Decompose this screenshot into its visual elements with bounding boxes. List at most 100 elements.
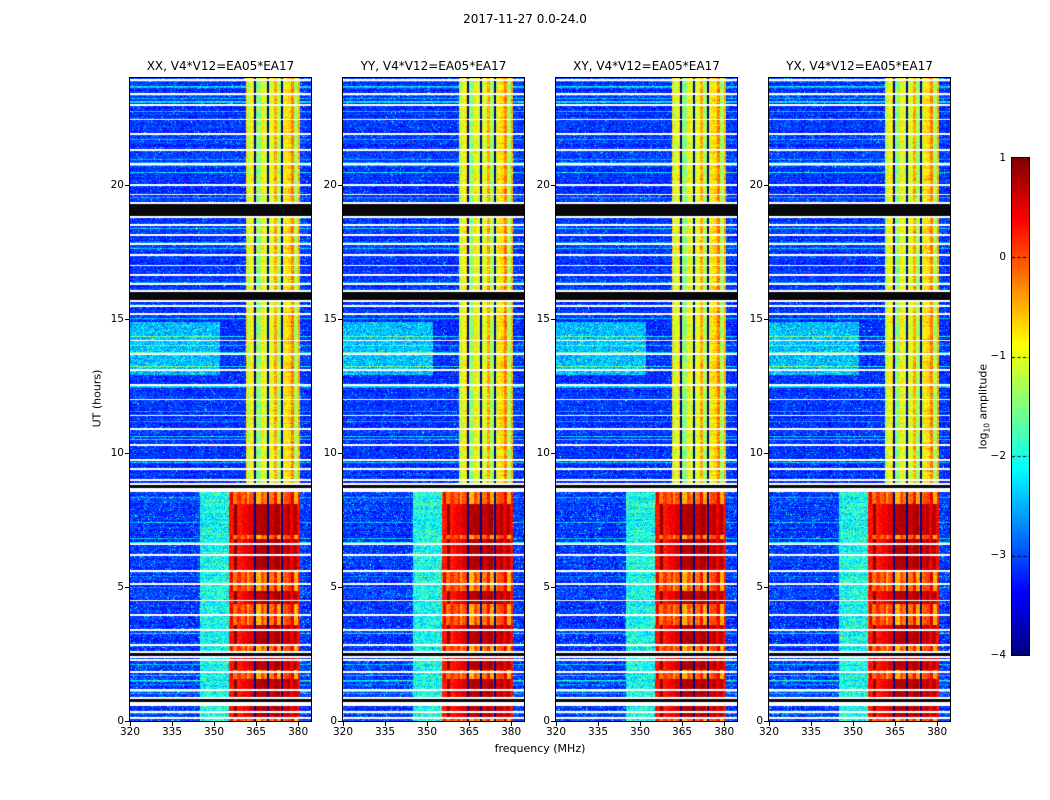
y-tick-mark bbox=[338, 185, 342, 187]
y-tick-label: 20 bbox=[536, 178, 550, 191]
y-tick-label: 5 bbox=[756, 580, 763, 593]
x-tick-mark bbox=[298, 722, 300, 726]
colorbar-gradient bbox=[1011, 157, 1030, 656]
y-tick-label: 5 bbox=[543, 580, 550, 593]
panel-title: YY, V4*V12=EA05*EA17 bbox=[360, 59, 507, 73]
spectrogram-panel-1 bbox=[342, 77, 525, 722]
colorbar-label-prefix: log bbox=[976, 432, 990, 449]
y-tick-mark bbox=[551, 319, 555, 321]
y-tick-mark bbox=[338, 721, 342, 722]
colorbar-label: log10 amplitude bbox=[976, 306, 991, 506]
x-tick-label: 350 bbox=[630, 726, 651, 738]
colorbar-tick-label: −4 bbox=[990, 648, 1006, 661]
spectrogram-panel-2 bbox=[555, 77, 738, 722]
colorbar-label-subscript: 10 bbox=[982, 422, 992, 433]
y-tick-mark bbox=[338, 453, 342, 455]
x-tick-label: 320 bbox=[758, 726, 780, 738]
x-tick-mark bbox=[895, 722, 897, 726]
y-tick-label: 10 bbox=[323, 446, 337, 459]
figure-title: 2017-11-27 0.0-24.0 bbox=[463, 12, 587, 26]
x-tick-label: 380 bbox=[501, 726, 522, 738]
x-tick-label: 335 bbox=[800, 726, 822, 738]
spectrogram-panel-3 bbox=[768, 77, 951, 722]
x-tick-label: 350 bbox=[417, 726, 438, 738]
x-tick-mark bbox=[130, 722, 131, 726]
panel-title: XY, V4*V12=EA05*EA17 bbox=[573, 59, 720, 73]
x-tick-label: 380 bbox=[927, 726, 948, 738]
y-tick-label: 0 bbox=[756, 714, 763, 727]
x-tick-mark bbox=[256, 722, 258, 726]
x-tick-label: 320 bbox=[332, 726, 354, 738]
x-tick-mark bbox=[385, 722, 387, 726]
x-tick-label: 335 bbox=[587, 726, 609, 738]
y-tick-label: 20 bbox=[110, 178, 124, 191]
y-tick-mark bbox=[125, 587, 129, 589]
y-tick-label: 15 bbox=[110, 312, 124, 325]
x-tick-mark bbox=[769, 722, 770, 726]
y-tick-label: 10 bbox=[536, 446, 550, 459]
x-tick-label: 365 bbox=[459, 726, 480, 738]
y-tick-mark bbox=[551, 587, 555, 589]
x-axis-label: frequency (MHz) bbox=[494, 742, 586, 755]
x-tick-mark bbox=[427, 722, 429, 726]
y-tick-label: 0 bbox=[543, 714, 550, 727]
y-tick-mark bbox=[125, 721, 129, 722]
y-tick-label: 15 bbox=[749, 312, 763, 325]
x-tick-label: 320 bbox=[545, 726, 567, 738]
x-tick-mark bbox=[853, 722, 855, 726]
y-tick-mark bbox=[764, 453, 768, 455]
x-tick-mark bbox=[511, 722, 513, 726]
colorbar-tick-label: 1 bbox=[999, 151, 1006, 164]
x-tick-label: 335 bbox=[161, 726, 183, 738]
y-tick-label: 15 bbox=[536, 312, 550, 325]
colorbar-tick-label: −3 bbox=[990, 549, 1006, 562]
x-tick-label: 320 bbox=[119, 726, 141, 738]
x-tick-mark bbox=[682, 722, 684, 726]
y-tick-mark bbox=[338, 587, 342, 589]
x-tick-mark bbox=[469, 722, 471, 726]
panel-title: YX, V4*V12=EA05*EA17 bbox=[786, 59, 933, 73]
x-tick-label: 380 bbox=[714, 726, 735, 738]
y-tick-label: 15 bbox=[323, 312, 337, 325]
x-tick-mark bbox=[172, 722, 174, 726]
y-tick-label: 0 bbox=[117, 714, 124, 727]
y-tick-label: 10 bbox=[110, 446, 124, 459]
x-tick-label: 350 bbox=[843, 726, 864, 738]
y-tick-label: 10 bbox=[749, 446, 763, 459]
y-tick-mark bbox=[764, 319, 768, 321]
y-tick-label: 0 bbox=[330, 714, 337, 727]
x-tick-mark bbox=[811, 722, 813, 726]
x-tick-label: 350 bbox=[204, 726, 225, 738]
spectrogram-panel-0 bbox=[129, 77, 312, 722]
x-tick-label: 380 bbox=[288, 726, 309, 738]
y-tick-label: 20 bbox=[323, 178, 337, 191]
y-tick-mark bbox=[125, 185, 129, 187]
x-tick-mark bbox=[937, 722, 939, 726]
x-tick-mark bbox=[724, 722, 726, 726]
x-tick-mark bbox=[598, 722, 600, 726]
y-tick-mark bbox=[764, 721, 768, 722]
colorbar-tick-label: −1 bbox=[990, 350, 1006, 363]
y-tick-mark bbox=[125, 453, 129, 455]
x-tick-mark bbox=[640, 722, 642, 726]
y-tick-mark bbox=[338, 319, 342, 321]
y-tick-mark bbox=[764, 587, 768, 589]
y-tick-label: 5 bbox=[117, 580, 124, 593]
y-axis-label: UT (hours) bbox=[90, 369, 104, 427]
x-tick-mark bbox=[556, 722, 557, 726]
y-tick-mark bbox=[551, 185, 555, 187]
y-tick-mark bbox=[125, 319, 129, 321]
x-tick-label: 335 bbox=[374, 726, 396, 738]
panel-title: XX, V4*V12=EA05*EA17 bbox=[146, 59, 295, 73]
x-tick-mark bbox=[214, 722, 216, 726]
x-tick-label: 365 bbox=[246, 726, 267, 738]
colorbar-label-suffix: amplitude bbox=[976, 363, 990, 423]
x-tick-mark bbox=[343, 722, 344, 726]
y-tick-mark bbox=[551, 721, 555, 722]
y-tick-label: 20 bbox=[749, 178, 763, 191]
colorbar-tick-label: 0 bbox=[999, 250, 1006, 263]
y-tick-mark bbox=[551, 453, 555, 455]
x-tick-label: 365 bbox=[672, 726, 693, 738]
x-tick-label: 365 bbox=[885, 726, 906, 738]
